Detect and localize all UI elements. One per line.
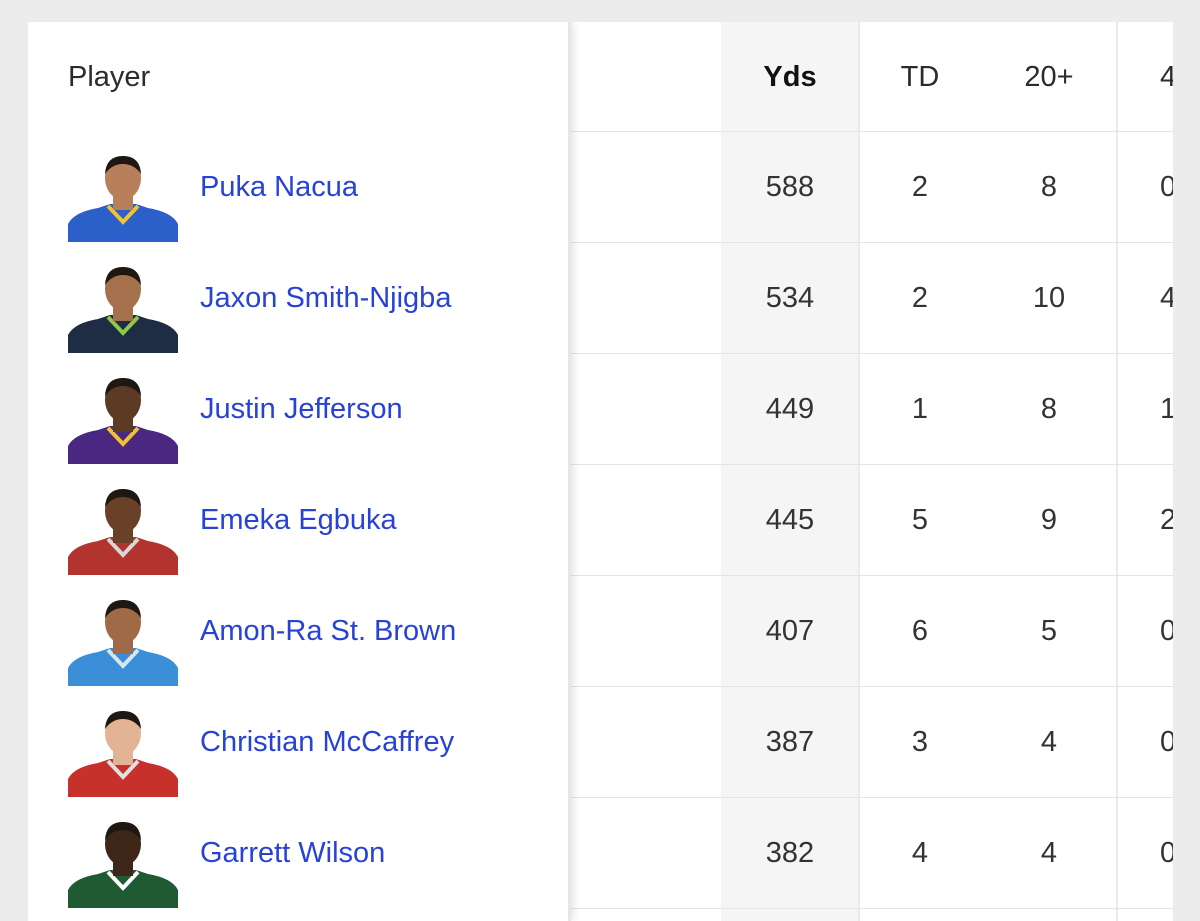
cell-yds: 407 <box>765 615 815 647</box>
cell-40-plus-partial: 4 <box>1160 282 1173 314</box>
hair-shape <box>105 267 141 285</box>
player-headshot[interactable] <box>68 820 178 908</box>
hair-shape <box>105 600 141 618</box>
jersey-collar-shape <box>106 204 140 225</box>
yds-column-highlight <box>721 22 859 921</box>
cell-yds: 449 <box>765 393 815 425</box>
player-headshot-image <box>68 378 178 464</box>
cell-20-plus: 5 <box>1040 615 1058 647</box>
player-headshot[interactable] <box>68 265 178 353</box>
hair-shape <box>105 378 141 396</box>
cell-td: 2 <box>911 282 929 314</box>
jersey-collar-shape <box>106 648 140 669</box>
column-header-20-plus[interactable]: 20+ <box>1024 60 1074 93</box>
row-divider <box>28 131 1173 132</box>
head-shape <box>105 156 141 200</box>
cell-40-plus-partial: 0 <box>1160 837 1173 869</box>
row-divider <box>28 797 1173 798</box>
player-headshot-image <box>68 600 178 686</box>
head-shape <box>105 711 141 755</box>
jersey-collar-shape <box>106 315 140 336</box>
cell-20-plus: 4 <box>1040 837 1058 869</box>
player-headshot[interactable] <box>68 154 178 242</box>
cell-20-plus: 9 <box>1040 504 1058 536</box>
player-headshot[interactable] <box>68 487 178 575</box>
hair-shape <box>105 711 141 729</box>
cell-40-plus-partial: 0 <box>1160 615 1173 647</box>
head-shape <box>105 822 141 866</box>
player-name-link[interactable]: Jaxon Smith-Njigba <box>200 282 452 314</box>
head-shape <box>105 489 141 533</box>
cell-yds: 387 <box>765 726 815 758</box>
cell-yds: 445 <box>765 504 815 536</box>
row-divider <box>28 464 1173 465</box>
cell-td: 5 <box>911 504 929 536</box>
jersey-collar-shape <box>106 759 140 780</box>
player-headshot-image <box>68 156 178 242</box>
player-headshot[interactable] <box>68 709 178 797</box>
cell-20-plus: 4 <box>1040 726 1058 758</box>
head-shape <box>105 600 141 644</box>
cell-td: 6 <box>911 615 929 647</box>
cell-td: 3 <box>911 726 929 758</box>
column-header-player[interactable]: Player <box>68 60 151 93</box>
column-header-yds[interactable]: Yds <box>763 60 817 93</box>
hair-shape <box>105 489 141 507</box>
row-divider <box>28 908 1173 909</box>
jersey-collar-shape <box>106 426 140 447</box>
cell-40-plus-partial: 0 <box>1160 726 1173 758</box>
column-divider <box>1116 22 1118 921</box>
row-divider <box>28 242 1173 243</box>
player-headshot-image <box>68 711 178 797</box>
cell-40-plus-partial: 2 <box>1160 504 1173 536</box>
player-name-link[interactable]: Justin Jefferson <box>200 393 403 425</box>
cell-20-plus: 8 <box>1040 393 1058 425</box>
player-name-link[interactable]: Garrett Wilson <box>200 837 386 869</box>
player-column: Player Puka Nacua Jaxon Smith-Njigba Justi… <box>28 22 571 921</box>
player-name-link[interactable]: Christian McCaffrey <box>200 726 455 758</box>
hair-shape <box>105 822 141 840</box>
player-name-link[interactable]: Amon-Ra St. Brown <box>200 615 457 647</box>
column-header-td[interactable]: TD <box>900 60 940 93</box>
player-name-link[interactable]: Puka Nacua <box>200 171 358 203</box>
row-divider <box>28 353 1173 354</box>
hair-shape <box>105 156 141 174</box>
cell-40-plus-partial: 0 <box>1160 171 1173 203</box>
row-divider <box>28 575 1173 576</box>
cell-yds: 382 <box>765 837 815 869</box>
receiving-stats-table: Yds TD 20+ 4 588 2 8 0 534 2 10 4 449 1 8 1 445 5 9 2 40… <box>28 22 1173 921</box>
cell-td: 1 <box>911 393 929 425</box>
jersey-collar-shape <box>106 870 140 891</box>
player-headshot-image <box>68 267 178 353</box>
player-headshot-image <box>68 489 178 575</box>
cell-yds: 534 <box>765 282 815 314</box>
column-divider <box>858 22 860 921</box>
cell-td: 2 <box>911 171 929 203</box>
cell-td: 4 <box>911 837 929 869</box>
cell-20-plus: 10 <box>1032 282 1066 314</box>
head-shape <box>105 378 141 422</box>
jersey-collar-shape <box>106 537 140 558</box>
player-headshot-image <box>68 822 178 908</box>
row-divider <box>28 686 1173 687</box>
column-header-40-plus-partial[interactable]: 4 <box>1160 60 1173 93</box>
cell-yds: 588 <box>765 171 815 203</box>
cell-40-plus-partial: 1 <box>1160 393 1173 425</box>
head-shape <box>105 267 141 311</box>
player-headshot[interactable] <box>68 598 178 686</box>
cell-20-plus: 8 <box>1040 171 1058 203</box>
player-headshot[interactable] <box>68 376 178 464</box>
player-name-link[interactable]: Emeka Egbuka <box>200 504 397 536</box>
